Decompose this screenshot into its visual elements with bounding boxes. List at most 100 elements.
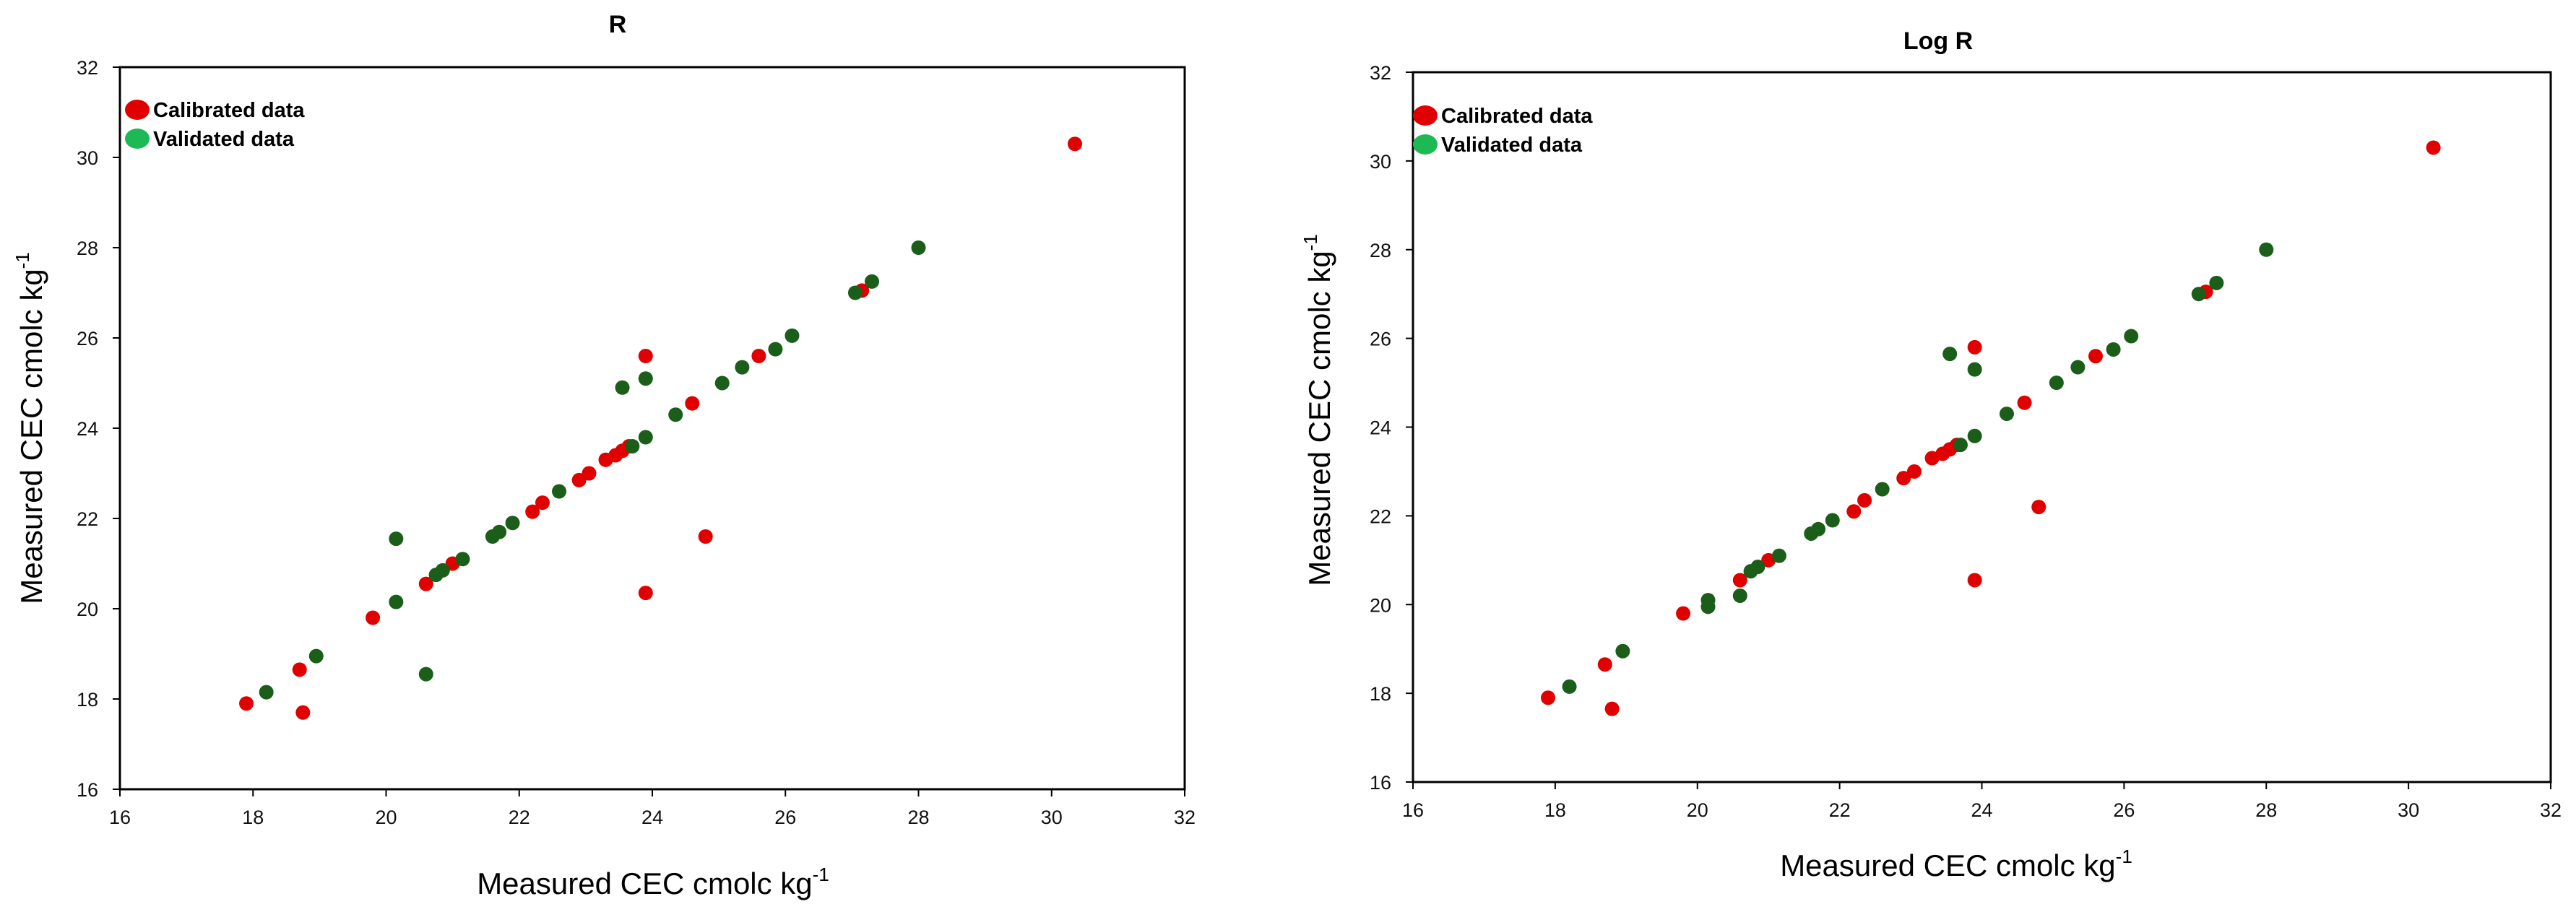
calibrated-data-point <box>292 662 307 677</box>
validated-data-point <box>1732 588 1747 603</box>
calibrated-data-point <box>638 349 653 363</box>
legend-entry-label: Calibrated data <box>153 99 305 122</box>
calibrated-data-point <box>295 705 311 720</box>
calibrated-data-point <box>2031 500 2046 515</box>
calibrated-data-point <box>685 396 700 411</box>
x-tick-label: 28 <box>2255 799 2277 821</box>
y-tick-label: 30 <box>77 147 98 169</box>
legend: Calibrated data Validated data <box>125 99 305 151</box>
y-axis-label-superscript: -1 <box>1300 234 1321 251</box>
x-tick-label: 22 <box>509 807 530 828</box>
y-tick-label: 22 <box>1370 505 1391 527</box>
calibrated-data-point <box>1857 492 1872 508</box>
validated-data-point <box>625 439 640 453</box>
validated-data-point <box>308 648 324 664</box>
chart-log-r: Log R 16 18 20 22 24 26 28 30 32 16 18 20 22 24 26 28 30 3… <box>1300 27 2562 882</box>
y-tick-label: 18 <box>1370 683 1391 705</box>
x-axis-label: Measured CEC cmolc kg-1 <box>1780 846 2132 882</box>
validated-data-point <box>2209 275 2224 290</box>
x-tick-label: 20 <box>375 807 397 828</box>
validated-data-point <box>1562 679 1577 694</box>
validated-data-point <box>1967 428 1982 443</box>
calibrated-data-point <box>751 349 766 363</box>
y-axis-label-text: Measured CEC cmolc kg <box>14 269 48 604</box>
calibrated-data-point <box>1846 504 1862 519</box>
validated-data-point <box>1825 513 1840 528</box>
y-tick-label: 16 <box>1370 772 1391 794</box>
calibrated-data-point <box>582 466 597 481</box>
legend-entry-label: Validated data <box>1441 134 1583 157</box>
validated-data-point <box>1750 560 1765 575</box>
x-tick-label: 28 <box>907 807 929 828</box>
validated-data-point <box>1999 407 2014 422</box>
y-tick-label: 24 <box>77 418 98 440</box>
chart-r: R 16 18 20 22 24 26 28 30 32 16 18 20 22 24 26 28 30 32 Mea… <box>12 11 1196 900</box>
validated-data-point <box>1967 362 1982 377</box>
y-axis-label-superscript: -1 <box>12 252 33 269</box>
validated-data-point <box>2049 375 2064 391</box>
legend-marker <box>1413 105 1438 126</box>
validated-data-point <box>714 375 730 391</box>
calibrated-data-point <box>1604 701 1620 716</box>
validated-data-point <box>865 274 880 289</box>
validated-data-point <box>552 484 567 499</box>
validated-data-point <box>2124 329 2139 344</box>
x-tick-label: 22 <box>1829 799 1851 821</box>
y-tick-label: 28 <box>77 238 98 259</box>
y-axis-label: Measured CEC cmolc kg-1 <box>1300 234 1336 586</box>
validated-data-point <box>2191 287 2206 302</box>
calibrated-data-point <box>2088 349 2103 364</box>
x-axis-label-superscript: -1 <box>813 864 829 885</box>
validated-data-point <box>638 371 653 386</box>
x-tick-label: 24 <box>1971 799 1992 821</box>
x-tick-label: 20 <box>1687 799 1708 821</box>
calibrated-data-point <box>1676 606 1691 621</box>
legend-marker <box>1413 134 1438 155</box>
series-validated <box>259 240 926 700</box>
y-tick-label: 28 <box>1370 240 1391 261</box>
legend-entry-label: Calibrated data <box>1441 105 1593 128</box>
x-axis-label: Measured CEC cmolc kg-1 <box>477 864 829 900</box>
validated-data-point <box>785 328 800 343</box>
series-calibrated <box>239 136 1082 720</box>
x-axis-label-superscript: -1 <box>2116 846 2132 867</box>
validated-data-point <box>615 380 630 395</box>
legend-marker <box>125 129 150 149</box>
y-tick-label: 24 <box>1370 417 1391 439</box>
calibrated-data-point <box>418 576 433 591</box>
validated-data-point <box>1811 521 1826 537</box>
validated-data-point <box>505 516 520 531</box>
validated-data-point <box>418 666 433 682</box>
x-axis-label-text: Measured CEC cmolc kg <box>477 867 812 900</box>
plot-area-frame <box>118 66 1186 791</box>
validated-data-point <box>259 685 274 700</box>
x-tick-label: 32 <box>2540 799 2562 821</box>
validated-data-point <box>847 285 863 300</box>
x-tick-label: 18 <box>242 807 264 828</box>
y-axis-label-text: Measured CEC cmolc kg <box>1302 251 1336 586</box>
validated-data-point <box>768 342 783 357</box>
calibrated-data-point <box>638 586 653 601</box>
validated-data-point <box>2070 360 2086 375</box>
validated-data-point <box>455 552 470 567</box>
y-tick-label: 20 <box>77 599 98 620</box>
x-tick-label: 26 <box>774 807 796 828</box>
validated-data-point <box>389 531 404 547</box>
validated-data-point <box>668 407 683 422</box>
calibrated-data-point <box>1541 690 1556 705</box>
y-tick-label: 30 <box>1370 151 1391 173</box>
chart-title: Log R <box>1903 27 1973 55</box>
calibrated-data-point <box>1906 464 1922 479</box>
y-tick-label: 20 <box>1370 594 1391 616</box>
legend: Calibrated data Validated data <box>1413 105 1593 157</box>
x-tick-label: 30 <box>1041 807 1063 828</box>
series-validated <box>1562 242 2274 694</box>
legend-entry-label: Validated data <box>153 128 295 151</box>
y-tick-label: 26 <box>77 328 98 349</box>
validated-data-point <box>911 240 926 255</box>
calibrated-data-point <box>525 504 540 519</box>
validated-data-point <box>1700 599 1716 614</box>
calibrated-data-point <box>1597 657 1612 672</box>
calibrated-data-point <box>1967 573 1982 588</box>
calibrated-data-point <box>535 495 550 511</box>
